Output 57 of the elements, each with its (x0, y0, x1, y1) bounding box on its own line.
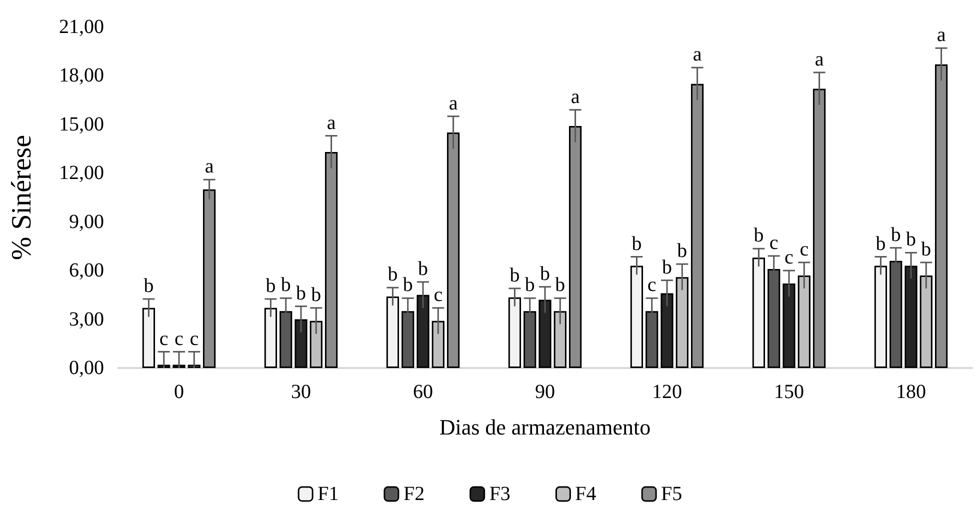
data-label: a (692, 44, 702, 66)
data-label: b (754, 224, 764, 247)
legend-label: F4 (575, 483, 596, 505)
y-tick-label: 18,00 (59, 64, 104, 87)
data-label: b (402, 274, 413, 296)
x-tick-label: 30 (291, 381, 311, 403)
data-label: c (434, 284, 443, 306)
data-label: a (814, 48, 824, 70)
data-label: b (296, 282, 306, 304)
y-tick-label: 0,00 (69, 357, 104, 379)
x-tick-label: 180 (896, 381, 926, 403)
data-label: c (800, 238, 809, 260)
data-label: b (388, 264, 398, 286)
legend-label: F2 (403, 483, 425, 505)
data-label: a (326, 112, 336, 134)
data-label: b (906, 228, 916, 251)
data-label: c (159, 328, 168, 350)
legend-label: F1 (318, 483, 339, 505)
data-label: c (174, 328, 184, 350)
legend-label: F5 (661, 483, 682, 505)
data-label: c (647, 274, 656, 296)
data-label: a (448, 92, 458, 114)
x-tick-label: 90 (535, 381, 555, 403)
data-label: b (662, 256, 672, 278)
data-label: b (266, 274, 276, 297)
data-label: b (311, 284, 322, 306)
data-label: b (890, 224, 901, 246)
data-label: b (540, 262, 550, 285)
data-label: b (632, 232, 642, 255)
data-label: b (524, 274, 535, 296)
data-label: a (204, 156, 214, 178)
x-tick-label: 0 (174, 381, 184, 403)
data-label: b (876, 232, 886, 255)
y-tick-label: 3,00 (69, 308, 104, 330)
data-label: a (936, 24, 946, 46)
legend-label: F3 (489, 483, 510, 505)
x-tick-label: 120 (652, 381, 682, 403)
y-tick-label: 9,00 (69, 210, 104, 233)
data-label: b (280, 274, 291, 296)
x-axis-title: Dias de armazenamento (439, 414, 651, 440)
y-tick-label: 12,00 (59, 162, 104, 184)
data-label: c (784, 246, 794, 269)
data-label: b (921, 238, 932, 260)
data-label: b (677, 240, 688, 262)
y-tick-label: 6,00 (69, 260, 104, 282)
data-label: b (418, 258, 428, 280)
data-label: b (144, 274, 154, 297)
y-axis-title: % Sinérese (6, 134, 38, 260)
y-tick-label: 15,00 (59, 113, 104, 136)
data-label: c (769, 232, 778, 254)
y-tick-label: 21,00 (59, 16, 104, 38)
data-label: a (570, 86, 580, 108)
data-label: b (555, 274, 566, 296)
x-tick-label: 60 (413, 381, 433, 403)
data-label: b (510, 264, 520, 286)
data-label: c (190, 328, 199, 350)
x-tick-label: 150 (774, 381, 804, 403)
